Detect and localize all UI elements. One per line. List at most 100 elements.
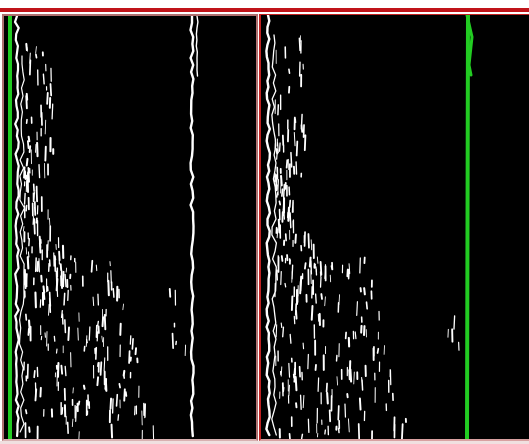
edge-speck [330, 265, 334, 271]
edge-speck [77, 400, 81, 406]
edge-speck [46, 92, 49, 105]
edge-speck [290, 151, 293, 168]
edge-speck [85, 338, 88, 344]
edge-speck [293, 132, 296, 147]
edge-speck [307, 233, 310, 249]
edge-speck [277, 179, 280, 193]
edge-speck [317, 377, 320, 392]
edge-speck [38, 164, 41, 179]
edge-speck [338, 294, 340, 306]
edge-speck [115, 393, 119, 407]
edge-speck [27, 135, 31, 143]
edge-speck [23, 166, 26, 179]
edge-speck [324, 296, 326, 307]
edge-speck [354, 331, 357, 340]
edge-speck [23, 268, 27, 286]
edge-speck [294, 376, 298, 392]
edge-speck [97, 320, 100, 327]
edge-speck [363, 287, 366, 296]
detected-line-right-edge-top [465, 15, 474, 77]
edge-speck [361, 379, 364, 391]
edge-speck [103, 357, 106, 372]
edge-speck [280, 322, 283, 328]
edge-speck [316, 256, 319, 264]
edge-speck [288, 68, 291, 74]
edge-speck [284, 282, 287, 288]
edge-speck [42, 73, 45, 85]
edge-contour [265, 15, 272, 437]
edge-speck [277, 142, 279, 154]
edge-speck [276, 191, 279, 198]
edge-speck [171, 332, 174, 349]
bottom-frame-strip [0, 441, 529, 444]
detected-line-right-edge [465, 15, 470, 439]
edge-speck [51, 103, 54, 120]
edge-speck [99, 361, 103, 376]
edge-speck [48, 297, 52, 314]
edge-speck [122, 369, 126, 377]
edge-speck [453, 315, 456, 330]
edge-speck [26, 256, 30, 270]
edge-speck [314, 293, 317, 304]
edge-speck [299, 394, 302, 410]
edge-speck [275, 148, 279, 155]
edge-speck [55, 277, 59, 292]
edge-speck [298, 37, 301, 52]
edge-speck [278, 142, 281, 152]
edge-speck [49, 83, 53, 97]
edge-speck [64, 319, 67, 334]
edge-speck [96, 376, 100, 387]
edge-speck [365, 301, 368, 310]
edge-speck [307, 353, 309, 370]
edge-speck [64, 365, 67, 377]
edge-speck [64, 273, 67, 288]
edge-speck [282, 326, 285, 338]
edge-speck [35, 53, 38, 59]
edge-speck [288, 384, 290, 397]
edge-speck [75, 405, 77, 422]
edge-speck [280, 255, 284, 262]
edge-speck [280, 366, 283, 377]
edge-speck [122, 303, 124, 311]
edge-speck [82, 384, 86, 390]
edge-contour [13, 16, 20, 438]
edge-speck [358, 397, 362, 411]
edge-speck [347, 268, 350, 280]
edge-speck [101, 335, 103, 343]
edge-speck [295, 140, 299, 157]
edge-contour [195, 16, 199, 77]
edge-speck [336, 376, 338, 386]
edge-speck [63, 292, 66, 306]
edge-speck [71, 418, 74, 428]
edge-speck [32, 216, 34, 225]
edge-speck [278, 200, 282, 206]
edge-speck [110, 423, 114, 439]
edge-speck [300, 433, 304, 439]
left-edge-image [8, 16, 199, 439]
edge-speck [38, 258, 40, 273]
edge-speck [28, 426, 31, 433]
edge-speck [131, 337, 134, 350]
edge-speck [109, 397, 113, 410]
edge-speck [88, 326, 91, 341]
edge-speck [125, 391, 128, 397]
edge-speck [123, 388, 126, 402]
edge-speck [285, 159, 289, 169]
edge-speck [67, 326, 70, 342]
edge-speck [36, 260, 40, 272]
edge-speck [353, 371, 355, 385]
edge-speck [27, 166, 30, 183]
edge-speck [23, 192, 26, 205]
edge-speck [356, 301, 358, 316]
left-panel [2, 14, 258, 441]
edge-speck [276, 228, 279, 239]
edge-contour [18, 55, 26, 433]
edge-speck [33, 218, 36, 235]
edge-speck [293, 375, 296, 383]
right-edge-image [265, 15, 474, 439]
edge-speck [277, 218, 281, 234]
edge-speck [281, 188, 284, 197]
edge-speck [337, 405, 340, 421]
edge-speck [310, 304, 314, 321]
edge-speck [25, 42, 28, 52]
